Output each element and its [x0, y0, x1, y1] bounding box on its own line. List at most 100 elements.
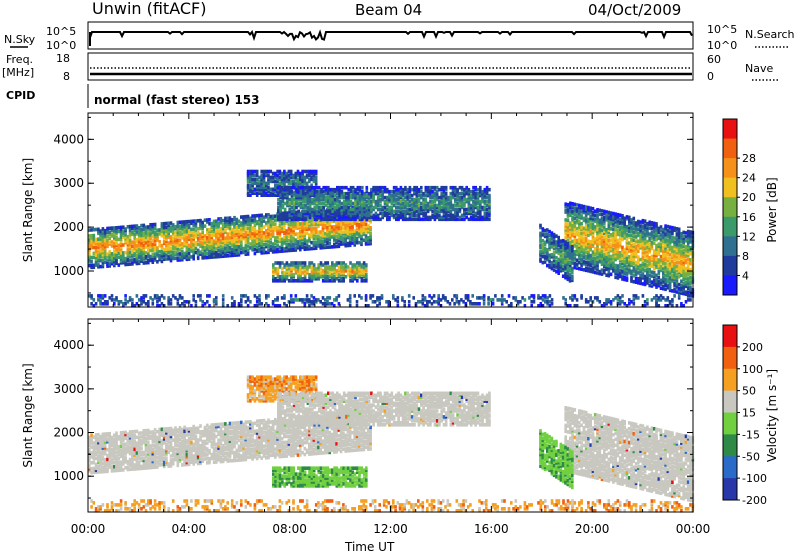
- echo-cell: [297, 213, 301, 218]
- echo-cell: [235, 231, 239, 236]
- echo-cell: [589, 261, 592, 266]
- echo-cell: [614, 243, 617, 248]
- echo-cell: [584, 227, 588, 231]
- echo-cell: [108, 254, 111, 258]
- echo-cell: [126, 250, 130, 255]
- echo-cell: [276, 226, 279, 230]
- echo-cell: [311, 185, 314, 190]
- echo-cell: [353, 237, 356, 241]
- echo-cell: [295, 205, 298, 210]
- echo-cell: [657, 264, 661, 268]
- nsky-tick-bottom: 10^0: [46, 39, 76, 52]
- echo-cell: [668, 247, 672, 251]
- echo-cell: [621, 275, 624, 279]
- echo-cell: [444, 187, 448, 192]
- echo-cell: [449, 201, 453, 206]
- echo-cell: [106, 230, 109, 235]
- echo-cell: [354, 187, 357, 192]
- echo-cell: [274, 267, 277, 271]
- echo-cell: [260, 225, 263, 229]
- echo-cell: [364, 224, 368, 228]
- echo-cell: [584, 215, 588, 219]
- echo-cell: [589, 255, 592, 260]
- echo-cell: [237, 241, 241, 245]
- echo-cell: [584, 211, 588, 215]
- echo-cell: [233, 233, 236, 238]
- echo-cell: [454, 213, 457, 218]
- echo-cell: [628, 267, 631, 271]
- echo-cell: [463, 213, 466, 218]
- echo-cell: [646, 263, 649, 267]
- echo-cell: [420, 189, 423, 194]
- echo-cell: [566, 222, 570, 227]
- echo-cell: [362, 228, 366, 233]
- echo-cell: [323, 235, 327, 240]
- echo-cell: [628, 235, 631, 239]
- echo-cell: [342, 238, 345, 242]
- echo-cell: [662, 233, 665, 238]
- echo-cell: [324, 197, 328, 202]
- echo-cell: [680, 243, 683, 248]
- echo-cell: [485, 191, 489, 196]
- echo-cell: [162, 239, 166, 244]
- echo-cell: [584, 262, 588, 267]
- echo-cell: [103, 244, 107, 249]
- echo-cell: [603, 257, 606, 261]
- echo-cell: [106, 262, 109, 266]
- echo-cell: [351, 223, 354, 228]
- echo-cell: [99, 251, 102, 255]
- echo-cell: [133, 244, 136, 248]
- echo-cell: [290, 213, 294, 218]
- echo-cell: [422, 205, 425, 210]
- echo-cell: [178, 238, 182, 242]
- echo-cell: [413, 203, 416, 208]
- echo-cell: [664, 277, 667, 282]
- echo-cell: [609, 266, 613, 271]
- echo-cell: [607, 248, 611, 252]
- echo-cell: [310, 231, 313, 235]
- echo-cell: [167, 249, 170, 253]
- echo-cell: [319, 240, 322, 244]
- echo-cell: [671, 275, 674, 279]
- echo-cell: [666, 284, 670, 288]
- echo-cell: [386, 213, 389, 218]
- echo-cell: [342, 213, 346, 218]
- echo-cell: [675, 236, 679, 241]
- echo-cell: [596, 231, 599, 236]
- echo-cell: [192, 239, 195, 243]
- echo-cell: [463, 191, 466, 196]
- echo-cell: [337, 238, 341, 243]
- echo-cell: [449, 195, 453, 200]
- echo-cell: [442, 205, 446, 210]
- echo-cell: [566, 232, 570, 237]
- echo-cell: [336, 187, 339, 192]
- echo-cell: [88, 228, 91, 232]
- echo-cell: [353, 273, 357, 277]
- echo-cell: [228, 220, 232, 224]
- echo-cell: [474, 201, 477, 206]
- echo-cell: [415, 193, 419, 198]
- echo-cell: [664, 281, 667, 286]
- echo-cell: [625, 252, 629, 257]
- echo-cell: [306, 209, 310, 214]
- echo-cell: [246, 185, 250, 190]
- echo-cell: [281, 211, 285, 216]
- echo-cell: [278, 225, 282, 230]
- echo-cell: [251, 185, 254, 190]
- echo-cell: [310, 273, 314, 277]
- echo-cell: [246, 240, 250, 244]
- echo-cell: [361, 217, 364, 222]
- echo-cell: [296, 242, 300, 246]
- echo-cell: [447, 203, 450, 208]
- echo-cell: [605, 265, 608, 270]
- echo-cell: [285, 275, 289, 279]
- echo-cell: [286, 215, 289, 220]
- echo-cell: [367, 191, 371, 196]
- echo-cell: [401, 187, 405, 192]
- echo-cell: [249, 177, 252, 182]
- echo-cell: [655, 226, 658, 230]
- echo-cell: [344, 241, 347, 246]
- echo-cell: [233, 243, 236, 248]
- echo-cell: [283, 209, 287, 214]
- echo-cell: [662, 285, 665, 289]
